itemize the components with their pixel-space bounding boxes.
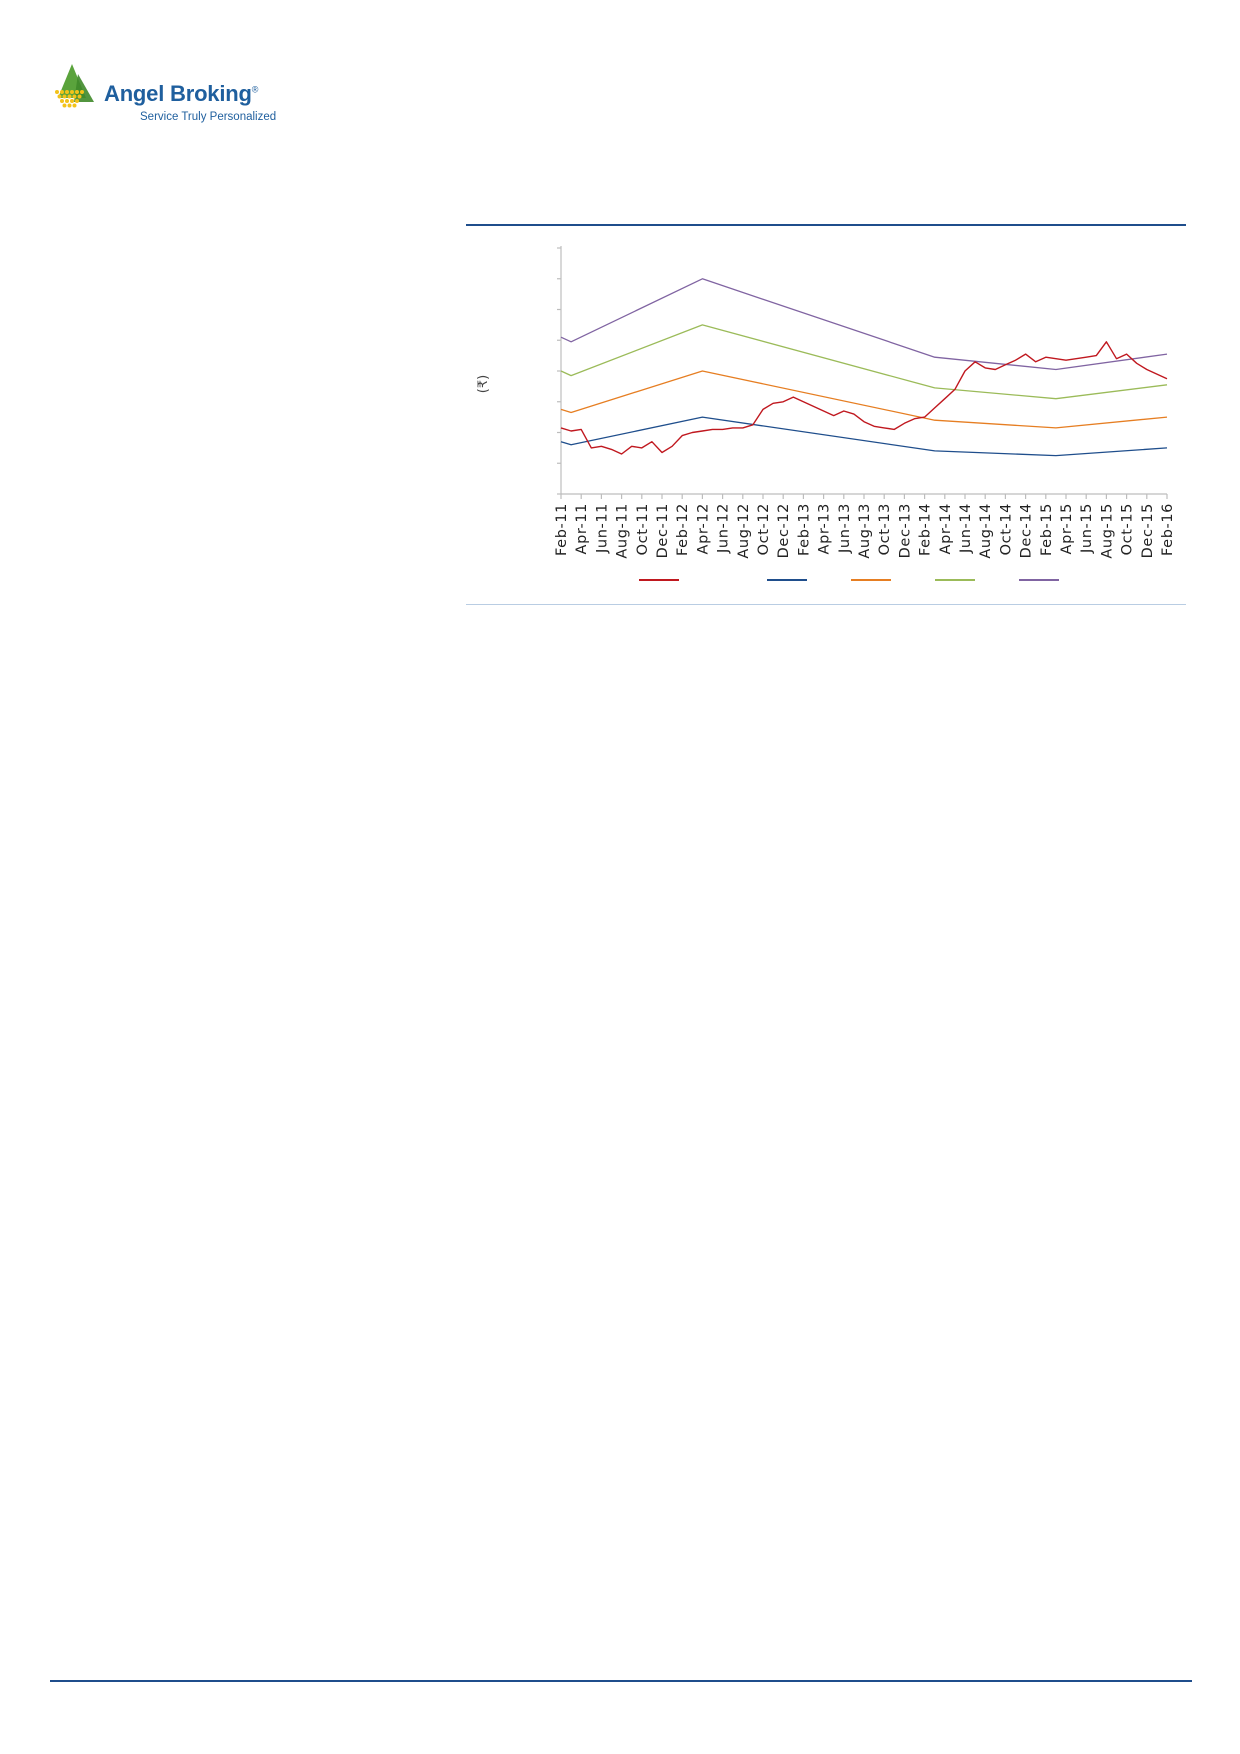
x-tick-label: Feb-14	[918, 503, 934, 556]
chart-series	[560, 278, 1168, 457]
x-tick-label: Jun-11	[594, 503, 610, 554]
x-tick-label: Oct-11	[635, 503, 651, 555]
x-tick-label: Apr-11	[574, 503, 590, 554]
angel-broking-logo[interactable]: Angel Broking® Service Truly Personalize…	[52, 62, 312, 132]
x-tick-label: Dec-11	[655, 503, 671, 558]
brand-tagline: Service Truly Personalized	[140, 111, 277, 123]
x-tick-label: Oct-15	[1120, 503, 1136, 555]
x-tick-label: Aug-15	[1099, 503, 1115, 559]
x-tick-label: Dec-13	[897, 503, 913, 558]
brand-name: Angel Broking®	[104, 81, 259, 106]
page-footer-divider	[50, 1680, 1192, 1682]
x-tick-label: Apr-14	[938, 503, 954, 554]
x-tick-label: Aug-12	[736, 503, 752, 559]
x-tick-label: Apr-15	[1059, 503, 1075, 554]
x-tick-label: Jun-13	[837, 503, 853, 554]
registered-mark: ®	[251, 84, 259, 95]
x-tick-label: Apr-12	[695, 503, 711, 554]
x-tick-label: Oct-12	[756, 503, 772, 555]
x-tick-label: Jun-12	[716, 503, 732, 554]
series-line-3	[560, 370, 1168, 429]
x-tick-label: Jun-14	[958, 503, 974, 554]
x-tick-label: Jun-15	[1079, 503, 1095, 554]
x-tick-label: Oct-14	[998, 503, 1014, 555]
x-tick-label: Feb-11	[554, 503, 570, 556]
x-tick-label: Apr-13	[817, 503, 833, 554]
x-tick-label: Aug-11	[615, 503, 631, 559]
series-line-5	[560, 278, 1168, 371]
series-line-1	[560, 341, 1168, 455]
angel-pyramid-logo-icon	[55, 64, 94, 108]
y-axis-label: (₹)	[476, 375, 491, 393]
x-tick-label: Oct-13	[877, 503, 893, 555]
x-tick-label: Feb-16	[1160, 503, 1176, 556]
x-axis: Feb-11 Apr-11 Jun-11 Aug-11 Oct-11 Dec-11 Feb-…	[554, 493, 1176, 559]
x-tick-label: Dec-15	[1140, 503, 1156, 558]
x-tick-label: Feb-13	[796, 503, 812, 556]
y-axis	[557, 246, 562, 495]
series-line-4	[560, 324, 1168, 400]
x-tick-label: Aug-13	[857, 503, 873, 559]
x-tick-label: Feb-12	[675, 503, 691, 556]
x-tick-label: Feb-15	[1039, 503, 1055, 556]
chart-bottom-divider	[466, 604, 1186, 605]
x-tick-label: Aug-14	[978, 503, 994, 559]
x-tick-label: Dec-12	[776, 503, 792, 558]
price-band-chart: Feb-11 Apr-11 Jun-11 Aug-11 Oct-11 Dec-11 Feb-…	[476, 246, 1176, 581]
series-line-2	[560, 416, 1168, 457]
chart-top-divider	[466, 224, 1186, 226]
x-tick-label: Dec-14	[1019, 503, 1035, 558]
